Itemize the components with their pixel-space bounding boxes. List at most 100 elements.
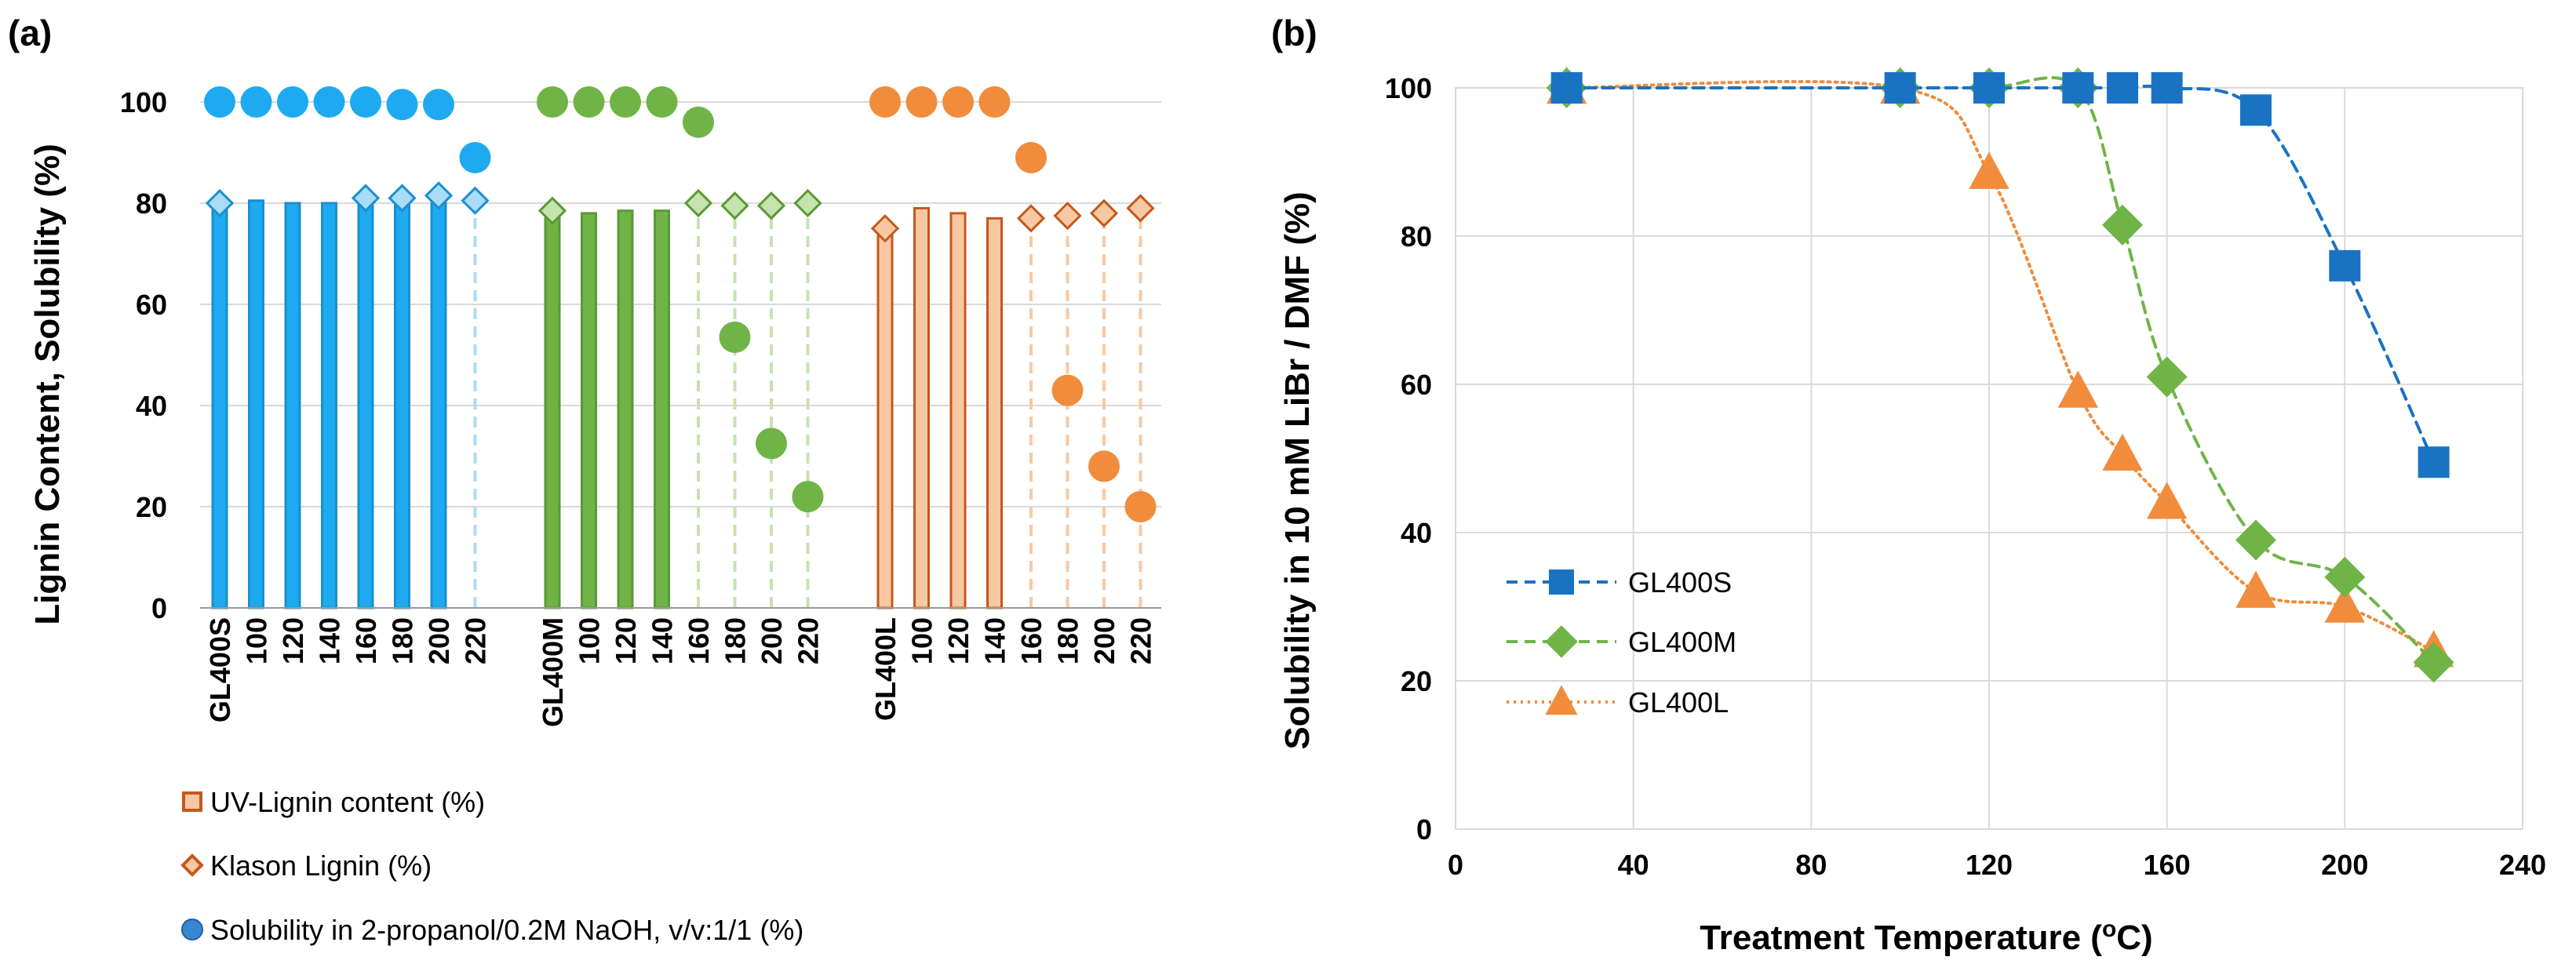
legend-label-uv-lignin: UV-Lignin content (%) xyxy=(210,786,485,818)
solubility-circle xyxy=(573,86,605,118)
group-GL400M xyxy=(537,86,824,609)
solubility-circle xyxy=(978,86,1011,118)
legend-label-klason: Klason Lignin (%) xyxy=(210,849,432,882)
x-tick-label: 220 xyxy=(1125,617,1157,664)
legend-item-solubility: Solubility in 2-propanol/0.2M NaOH, v/v:… xyxy=(181,914,803,946)
solubility-circle xyxy=(240,86,272,118)
solubility-circle xyxy=(756,427,787,460)
data-point-square xyxy=(1973,72,2005,104)
solubility-circle xyxy=(1015,141,1047,173)
uv-lignin-bar xyxy=(248,199,264,609)
legend-label: GL400L xyxy=(1628,686,1729,719)
y-tick-label: 60 xyxy=(1401,369,1432,401)
data-point-diamond xyxy=(2413,642,2454,683)
x-tick-label: 140 xyxy=(979,617,1011,664)
x-tick-label: 200 xyxy=(423,617,455,664)
uv-lignin-bar xyxy=(876,227,894,609)
data-point-triangle xyxy=(1545,685,1578,715)
solubility-circle xyxy=(719,321,751,353)
group-GL400S xyxy=(204,86,491,609)
legend-square-marker xyxy=(182,791,202,812)
x-tick-label: 40 xyxy=(1618,849,1649,881)
panel-a-label: (a) xyxy=(8,13,52,53)
solubility-circle xyxy=(869,86,901,118)
uv-lignin-bar xyxy=(284,202,301,609)
data-point-triangle xyxy=(2057,370,2098,408)
y-tick-label: 0 xyxy=(1416,813,1432,846)
data-point-diamond xyxy=(2146,356,2188,398)
solubility-circle xyxy=(386,89,418,121)
x-tick-label: 180 xyxy=(1052,617,1084,664)
uv-lignin-bar xyxy=(581,212,597,609)
solubility-circle xyxy=(683,106,714,138)
legend-item-klason: Klason Lignin (%) xyxy=(180,849,432,882)
y-tick-label: 20 xyxy=(136,491,167,523)
x-tick-label: 200 xyxy=(2321,849,2368,881)
x-tick-label: 120 xyxy=(277,617,309,664)
panel-b-x-axis-title: Treatment Temperature (oC) xyxy=(1700,916,2152,957)
x-tick-label: 100 xyxy=(906,617,938,664)
solubility-circle xyxy=(905,86,938,118)
y-tick-label: 20 xyxy=(1401,665,1432,697)
x-tick-label: 140 xyxy=(647,617,679,664)
klason-diamond xyxy=(1016,204,1046,233)
data-point-square xyxy=(2151,72,2183,104)
data-point-square xyxy=(2418,446,2450,478)
legend-circle-marker xyxy=(181,919,203,940)
panel-a-legend: UV-Lignin content (%) Klason Lignin (%) … xyxy=(180,786,803,946)
x-tick-label: 120 xyxy=(610,617,642,664)
data-point-square xyxy=(2062,72,2094,104)
panel-b-y-axis-title: Solubility in 10 mM LiBr / DMF (%) xyxy=(1278,191,1317,749)
uv-lignin-bar xyxy=(654,209,670,609)
panel-b-series xyxy=(1546,67,2454,683)
klason-diamond xyxy=(1089,198,1119,228)
solubility-circle xyxy=(1124,491,1157,522)
data-point-diamond xyxy=(2235,519,2276,561)
panel-b-y-ticks: 0 20 40 60 80 100 xyxy=(1385,72,1432,846)
solubility-circle xyxy=(537,86,568,118)
y-tick-label: 60 xyxy=(136,289,167,321)
legend-item-uv-lignin: UV-Lignin content (%) xyxy=(182,786,485,818)
panel-a-y-ticks: 0 20 40 60 80 100 xyxy=(120,86,167,624)
data-point-square xyxy=(1549,569,1574,595)
legend-item-GL400L: GL400L xyxy=(1507,685,1729,719)
legend-label: GL400M xyxy=(1628,626,1736,658)
klason-diamond xyxy=(870,214,900,243)
panel-b-gridlines xyxy=(1455,87,2523,830)
x-tick-label: 200 xyxy=(1088,617,1120,664)
uv-lignin-bar xyxy=(430,202,447,609)
data-point-diamond xyxy=(2324,556,2366,598)
x-tick-label: 100 xyxy=(574,617,606,664)
x-axis-title-superscript: o xyxy=(2102,916,2116,942)
klason-diamond xyxy=(1053,202,1082,231)
klason-diamond xyxy=(424,181,454,210)
data-point-square xyxy=(2107,72,2138,104)
solubility-circle xyxy=(313,86,345,118)
klason-diamond xyxy=(683,188,713,218)
x-axis-title-unit: C) xyxy=(2116,919,2152,957)
solubility-circle xyxy=(350,86,381,118)
uv-lignin-bar xyxy=(544,212,561,609)
solubility-circle xyxy=(942,86,974,118)
panel-b-label: (b) xyxy=(1271,13,1317,53)
x-tick-label: 180 xyxy=(720,617,752,664)
y-tick-label: 80 xyxy=(1401,220,1432,253)
panel-a-x-ticks: GL400S 100 120 140 160 180 200 220 GL400M 100 120 1… xyxy=(204,617,1157,727)
y-tick-label: 40 xyxy=(1401,517,1432,549)
data-point-triangle xyxy=(1969,151,2009,189)
solubility-circle xyxy=(423,89,454,121)
panel-a-y-axis-title: Lignin Content, Solubility (%) xyxy=(28,144,67,624)
legend-label: GL400S xyxy=(1628,566,1732,598)
uv-lignin-bar xyxy=(357,202,374,609)
solubility-circle xyxy=(610,86,641,118)
x-tick-label: 120 xyxy=(1966,849,2013,881)
series-GL400S xyxy=(1550,72,2450,478)
solubility-circle xyxy=(1088,450,1120,482)
solubility-circle xyxy=(277,86,308,118)
panel-a-chart: (a) 0 20 40 60 80 100 Lignin Content, Solubil… xyxy=(8,13,1161,946)
x-tick-label: 120 xyxy=(942,617,975,664)
data-point-square xyxy=(2329,249,2361,282)
y-tick-label: 100 xyxy=(1385,72,1432,104)
y-tick-label: 80 xyxy=(136,187,167,220)
x-tick-label: 0 xyxy=(1448,849,1463,881)
